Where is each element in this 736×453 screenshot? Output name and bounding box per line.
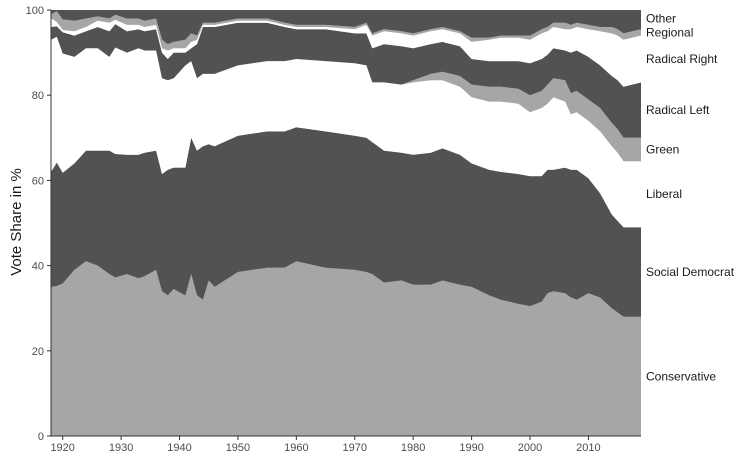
label-green: Green [646, 143, 679, 157]
y-tick-label: 0 [38, 431, 44, 443]
label-other: Other [646, 11, 676, 25]
axes [50, 10, 641, 437]
x-tick-label: 1980 [401, 442, 425, 453]
x-tick-label: 1920 [50, 442, 74, 453]
area-conservative [51, 261, 641, 436]
x-axis-ticks: 1920 1930 1940 1950 1960 1970 1980 1990 2000 2010 [50, 436, 601, 453]
y-tick-label: 40 [32, 261, 44, 273]
label-liberal: Liberal [646, 187, 682, 201]
y-tick-label: 80 [32, 90, 44, 102]
area-other [51, 10, 641, 45]
area-radical-right [51, 18, 641, 87]
area-social-democrat [51, 127, 641, 317]
y-axis-title: Vote Share in % [8, 168, 25, 276]
area-liberal [51, 36, 641, 228]
x-tick-label: 1970 [343, 442, 367, 453]
y-tick-label: 20 [32, 346, 44, 358]
y-tick-label: 100 [26, 5, 44, 17]
area-layers [51, 10, 641, 436]
area-green [51, 36, 641, 162]
y-axis-ticks: 0 20 40 60 80 100 [26, 5, 51, 443]
label-radical-left: Radical Left [646, 103, 710, 117]
series-labels: Conservative Social Democrat Liberal Green R… [646, 11, 735, 383]
x-tick-label: 1990 [459, 442, 483, 453]
label-regional: Regional [646, 25, 693, 39]
x-tick-label: 1960 [284, 442, 308, 453]
x-tick-label: 2000 [518, 442, 542, 453]
y-tick-label: 60 [32, 175, 44, 187]
area-radical-left [51, 22, 641, 138]
label-social-democrat: Social Democrat [646, 265, 735, 279]
x-tick-label: 1930 [109, 442, 133, 453]
x-tick-label: 2010 [576, 442, 600, 453]
x-tick-label: 1950 [226, 442, 250, 453]
label-conservative: Conservative [646, 369, 716, 383]
label-radical-right: Radical Right [646, 52, 718, 66]
x-tick-label: 1940 [167, 442, 191, 453]
